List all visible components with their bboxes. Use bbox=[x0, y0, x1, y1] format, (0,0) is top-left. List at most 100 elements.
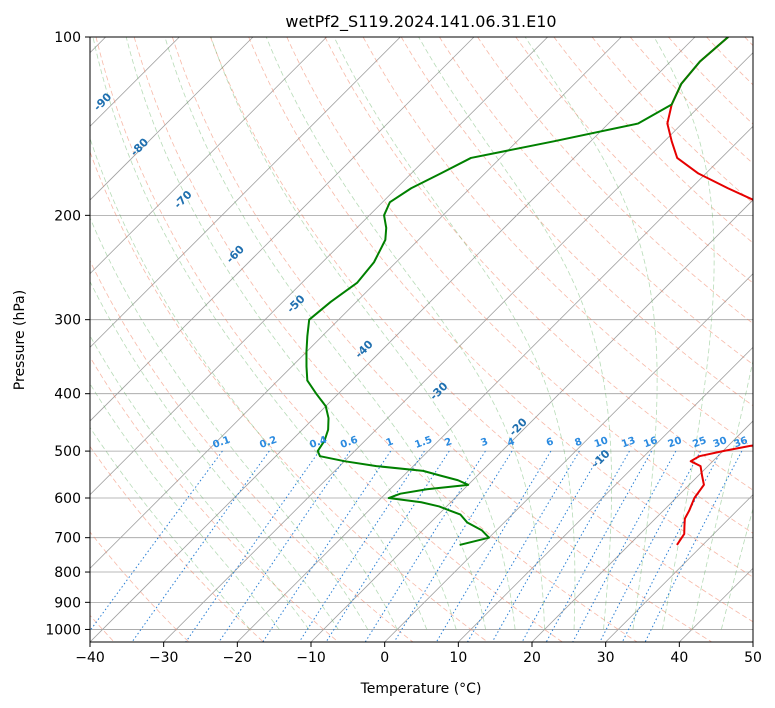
moist-adiabat-line bbox=[90, 216, 369, 630]
y-tick-label: 400 bbox=[54, 387, 81, 403]
x-tick-label: 20 bbox=[523, 650, 541, 666]
series-layer bbox=[305, 37, 753, 546]
isotherm-line bbox=[384, 273, 753, 642]
y-tick-label: 800 bbox=[54, 565, 81, 581]
plot-frame bbox=[89, 36, 754, 643]
dry-adiabat-line bbox=[95, 37, 563, 642]
moist-adiabat-line bbox=[164, 37, 487, 630]
x-tick-label: 0 bbox=[380, 650, 389, 666]
mixing-ratio-line bbox=[521, 450, 630, 642]
dry-adiabat-line bbox=[553, 37, 753, 244]
mixing-ratio-line bbox=[185, 450, 320, 642]
mixing-ratio-label: 1 bbox=[385, 436, 395, 449]
moist-adiabat-line bbox=[524, 37, 658, 630]
mixing-ratio-line bbox=[491, 450, 603, 642]
x-tick-label: −30 bbox=[149, 650, 179, 666]
isotherm-line bbox=[90, 37, 548, 496]
mixing-ratio-line bbox=[131, 450, 270, 642]
moist-adiabat-label: 40 bbox=[768, 590, 775, 610]
y-tick-label: 100 bbox=[54, 30, 81, 46]
y-tick-label: 900 bbox=[54, 595, 81, 611]
isotherm-line bbox=[90, 37, 475, 422]
dry-adiabat-line bbox=[90, 259, 414, 642]
mixing-ratio-line bbox=[467, 450, 580, 642]
mixing-ratio-label: 8 bbox=[573, 436, 583, 449]
mixing-ratio-line bbox=[545, 450, 653, 642]
isotherm-line bbox=[163, 52, 753, 642]
y-axis-label: Pressure (hPa) bbox=[12, 290, 28, 390]
isotherm-line bbox=[90, 37, 622, 569]
mixing-ratio-label: 20 bbox=[667, 435, 684, 450]
dry-adiabat-label: -100 bbox=[57, 44, 86, 73]
moist-adiabat-line bbox=[333, 37, 576, 630]
mixing-ratio-label: 16 bbox=[642, 435, 659, 450]
mixing-ratio-label: 4 bbox=[506, 436, 516, 449]
mixing-ratio-label: 3 bbox=[479, 436, 489, 449]
moist-adiabat-line bbox=[210, 37, 516, 630]
isotherm-line bbox=[90, 37, 254, 201]
mixing-ratio-line bbox=[218, 450, 351, 642]
mixing-ratio-label: 36 bbox=[733, 435, 750, 450]
dry-adiabat-line bbox=[248, 37, 753, 578]
dry-adiabat-line bbox=[133, 37, 638, 642]
mixing-ratio-line bbox=[599, 450, 701, 642]
moist-adiabat-line bbox=[653, 37, 715, 630]
dry-adiabat-line bbox=[439, 37, 753, 365]
isotherm-line bbox=[605, 494, 753, 642]
y-tick-label: 200 bbox=[54, 208, 81, 224]
moist-adiabat-line bbox=[720, 507, 753, 630]
dry-adiabat-line bbox=[629, 37, 753, 165]
mixing-ratio-lines bbox=[90, 450, 743, 642]
mixing-ratio-label: 2 bbox=[443, 436, 453, 449]
mixing-ratio-label: 30 bbox=[712, 435, 729, 450]
isotherm-line bbox=[237, 125, 753, 642]
moist-adiabat-line bbox=[92, 37, 428, 630]
moist-adiabat-lines bbox=[90, 37, 753, 630]
x-tick-label: 40 bbox=[670, 650, 688, 666]
x-tick-label: −10 bbox=[296, 650, 326, 666]
dry-adiabat-line bbox=[171, 37, 712, 642]
mixing-ratio-line bbox=[364, 450, 486, 642]
y-tick-label: 700 bbox=[54, 531, 81, 547]
mixing-ratio-line bbox=[435, 450, 552, 642]
temperature-profile-line bbox=[666, 37, 753, 546]
y-tick-label: 500 bbox=[54, 444, 81, 460]
mixing-ratio-label: 13 bbox=[620, 435, 637, 450]
moist-adiabat-line bbox=[418, 37, 612, 630]
x-tick-label: −40 bbox=[75, 650, 105, 666]
dry-adiabat-lines bbox=[90, 37, 753, 642]
moist-adiabat-line bbox=[125, 37, 457, 630]
isotherm-line bbox=[458, 346, 753, 642]
mixing-ratio-line bbox=[572, 450, 677, 642]
isotherm-lines bbox=[90, 37, 753, 642]
mixing-ratio-label: 6 bbox=[545, 436, 555, 449]
chart-title: wetPf2_S119.2024.141.06.31.E10 bbox=[285, 12, 556, 32]
dry-adiabat-line bbox=[90, 356, 339, 642]
x-tick-label: 30 bbox=[597, 650, 615, 666]
isobar-lines bbox=[90, 37, 753, 630]
dry-adiabat-line bbox=[362, 37, 753, 449]
moist-adiabat-label: 30 bbox=[754, 559, 774, 579]
x-axis-label: Temperature (°C) bbox=[360, 681, 482, 697]
dry-adiabat-line bbox=[90, 445, 264, 642]
isotherm-line bbox=[531, 420, 753, 642]
y-tick-label: 300 bbox=[54, 313, 81, 329]
dry-adiabat-line bbox=[324, 37, 753, 491]
y-axis-ticks: 100 200 300 400 500 600 700 800 900 1000 bbox=[45, 30, 90, 638]
dewpoint-profile-line bbox=[305, 37, 729, 546]
moist-adiabat-line bbox=[90, 280, 339, 630]
x-tick-label: 10 bbox=[449, 650, 467, 666]
isotherm-line bbox=[752, 641, 753, 642]
moist-adiabat-line bbox=[691, 358, 753, 630]
moist-adiabat-label: 20 bbox=[751, 525, 771, 545]
moist-adiabat-line bbox=[265, 37, 545, 630]
isotherm-line bbox=[90, 37, 401, 348]
dry-adiabat-line bbox=[515, 37, 753, 284]
y-tick-label: 1000 bbox=[45, 622, 81, 638]
mixing-ratio-label: 25 bbox=[691, 435, 708, 450]
x-tick-label: −20 bbox=[223, 650, 253, 666]
plot-background bbox=[90, 37, 753, 642]
moist-adiabat-line bbox=[90, 137, 398, 630]
dry-adiabat-line bbox=[286, 37, 753, 534]
